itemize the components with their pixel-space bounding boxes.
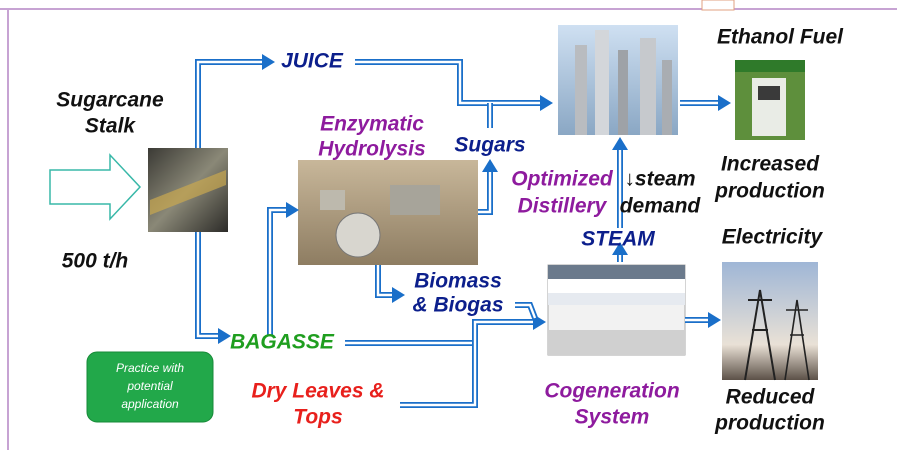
flow-arrow [478, 172, 490, 212]
hydrolysis-plant-photo [298, 160, 478, 265]
process-label: System [575, 406, 650, 429]
diagram: Sugarcane Stalk 500 t/h JUICE Sugars BAG… [0, 0, 897, 450]
flow-arrow [198, 62, 262, 148]
output-note: Increased [721, 153, 820, 176]
distillery-photo [558, 25, 678, 135]
process-label: Distillery [518, 195, 608, 218]
stream-label: Dry Leaves & [251, 380, 384, 403]
stream-label: STEAM [581, 228, 655, 251]
flow-arrow [482, 159, 498, 172]
flow-arrow [345, 322, 533, 343]
sugarcane-photo [148, 148, 228, 232]
steam-demand: ↓steam [624, 168, 695, 191]
flow-arrow [218, 328, 231, 344]
flow-arrow [378, 265, 392, 295]
process-label: Enzymatic [320, 113, 424, 136]
frame-tab [702, 0, 734, 10]
flow-arrow [270, 210, 286, 336]
legend-text: application [121, 397, 179, 411]
flow-arrow [262, 54, 275, 70]
flow-arrow [708, 312, 721, 328]
flow-arrow [345, 322, 533, 343]
output-note: Reduced [726, 386, 816, 409]
ethanol-pump-photo [735, 60, 805, 140]
flow-arrow [612, 137, 628, 150]
flow-arrow [198, 62, 262, 148]
flow-arrow [198, 232, 218, 336]
output-note: production [714, 412, 825, 435]
electricity-photo [722, 262, 818, 380]
process-label: Hydrolysis [318, 138, 425, 161]
steam-demand: demand [620, 195, 702, 218]
stream-label: BAGASSE [230, 331, 335, 354]
input-label: Sugarcane [56, 89, 164, 112]
legend-text: potential [126, 379, 173, 393]
legend-text: Practice with [116, 361, 184, 375]
cogeneration-screenshot [548, 265, 685, 355]
flow-arrow [718, 95, 731, 111]
stream-label: & Biogas [412, 294, 503, 317]
stream-label: Sugars [454, 134, 525, 157]
output-title: Electricity [722, 226, 824, 249]
stream-label: Biomass [414, 270, 502, 293]
process-label: Optimized [511, 168, 614, 191]
input-rate: 500 t/h [62, 250, 129, 273]
output-note: production [714, 180, 825, 203]
stream-label: JUICE [281, 50, 344, 73]
flow-arrow [392, 287, 405, 303]
stream-label: Tops [293, 406, 342, 429]
flow-arrow [355, 62, 540, 103]
input-arrow [50, 155, 140, 219]
flow-arrow [286, 202, 299, 218]
process-label: Cogeneration [544, 380, 679, 403]
flow-arrow [355, 62, 540, 103]
input-label: Stalk [85, 115, 137, 138]
flow-arrow [540, 95, 553, 111]
output-title: Ethanol Fuel [717, 26, 844, 49]
